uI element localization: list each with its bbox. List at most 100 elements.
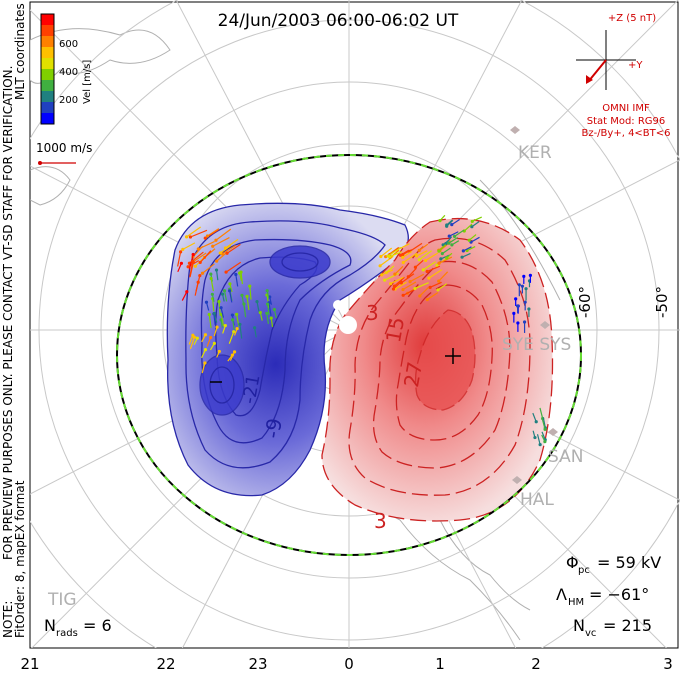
velocity-vector-origin bbox=[265, 311, 269, 315]
velocity-vector bbox=[438, 256, 453, 264]
colorbar-segment bbox=[41, 25, 54, 37]
velocity-vector bbox=[199, 250, 212, 263]
velocity-vector-origin bbox=[207, 312, 211, 317]
mlt-axis: 21 22 23 0 1 2 3 bbox=[20, 655, 672, 673]
velocity-vector bbox=[223, 290, 228, 302]
velocity-vector bbox=[228, 331, 235, 344]
velocity-vector bbox=[249, 286, 252, 300]
velocity-vector-origin bbox=[203, 361, 207, 365]
velocity-vector-origin bbox=[203, 348, 208, 352]
contour-label: 15 bbox=[381, 315, 409, 344]
velocity-vector-origin bbox=[253, 326, 257, 330]
velocity-vector bbox=[192, 252, 207, 263]
velocity-vector bbox=[190, 229, 208, 238]
velocity-vector bbox=[216, 251, 228, 262]
velocity-vector-origin bbox=[388, 255, 392, 259]
velocity-vector bbox=[243, 303, 247, 318]
velocity-vector bbox=[380, 247, 393, 257]
velocity-vector bbox=[225, 261, 242, 273]
velocity-vector-origin bbox=[413, 265, 418, 269]
velocity-vector-origin bbox=[445, 224, 449, 228]
velocity-vector bbox=[381, 269, 394, 276]
positive-potential-cell bbox=[321, 217, 554, 522]
velocity-vector-origin bbox=[212, 311, 216, 316]
velocity-vector bbox=[254, 327, 257, 338]
velocity-vector bbox=[229, 351, 236, 361]
velocity-vector-origin bbox=[258, 310, 262, 315]
contour-label: -9 bbox=[260, 416, 287, 440]
station-marker bbox=[510, 126, 520, 134]
velocity-vector bbox=[418, 243, 429, 251]
velocity-vector bbox=[198, 241, 215, 250]
velocity-vector bbox=[541, 418, 546, 430]
velocity-vector-origin bbox=[470, 225, 474, 229]
velocity-vector-origin bbox=[460, 255, 464, 259]
velocity-vector bbox=[201, 362, 206, 374]
velocity-vector-origin bbox=[186, 265, 190, 269]
velocity-vector bbox=[218, 301, 221, 316]
velocity-vector bbox=[210, 278, 214, 292]
velocity-vector bbox=[189, 262, 194, 278]
velocity-vector-origin bbox=[417, 258, 421, 262]
velocity-vector-origin bbox=[392, 284, 397, 288]
velocity-vector bbox=[266, 313, 270, 324]
velocity-vector-origin bbox=[228, 282, 232, 286]
velocity-vector-origin bbox=[179, 250, 183, 254]
velocity-vector bbox=[240, 272, 244, 285]
velocity-vector bbox=[219, 245, 232, 254]
lambda-hm-subscript: HM bbox=[568, 597, 584, 608]
velocity-vector-origin bbox=[203, 333, 208, 337]
plot-frame bbox=[29, 1, 679, 649]
velocity-vector-origin bbox=[239, 270, 243, 274]
colorbar-segment bbox=[41, 102, 54, 114]
velocity-vector bbox=[195, 275, 201, 292]
imf-model-title: OMNI IMF bbox=[602, 103, 650, 114]
velocity-vector-origin bbox=[209, 272, 213, 276]
velocity-vector-origin bbox=[470, 219, 474, 223]
station-label-tig: TIG bbox=[47, 590, 77, 610]
velocity-vector bbox=[438, 271, 449, 282]
velocity-vector-origin bbox=[269, 316, 273, 320]
velocity-vector-origin bbox=[211, 244, 215, 248]
station-label-ker: KER bbox=[518, 143, 552, 163]
imf-conditions: Bz-/By+, 4<BT<6 bbox=[581, 128, 670, 139]
mlt-tick: 21 bbox=[20, 655, 39, 673]
latitude-label: -50° bbox=[653, 286, 671, 318]
velocity-vector bbox=[428, 269, 443, 279]
velocity-vector-origin bbox=[383, 278, 387, 282]
station-label-san: SAN bbox=[548, 447, 583, 467]
mlt-tick: 22 bbox=[156, 655, 175, 673]
velocity-vector-origin bbox=[401, 260, 405, 265]
velocity-vector-origin bbox=[467, 238, 471, 242]
velocity-vector-origin bbox=[408, 280, 412, 284]
velocity-vector bbox=[207, 228, 220, 237]
velocity-vector bbox=[419, 286, 429, 297]
velocity-vector bbox=[402, 252, 418, 263]
station-marker bbox=[548, 428, 558, 436]
colorbar-segment bbox=[41, 14, 54, 26]
velocity-vector bbox=[266, 304, 270, 315]
n-rads-subscript: rads bbox=[56, 628, 78, 639]
velocity-vector-origin bbox=[209, 335, 213, 340]
velocity-vector-origin bbox=[255, 300, 259, 304]
velocity-vector-origin bbox=[228, 289, 232, 293]
velocity-vector bbox=[400, 273, 415, 284]
velocity-vector bbox=[189, 337, 195, 350]
coastline bbox=[30, 28, 171, 84]
velocity-vector-origin bbox=[212, 341, 216, 345]
n-rads-symbol: N bbox=[44, 616, 56, 635]
velocity-vector-origin bbox=[393, 272, 397, 276]
velocity-vector-origin bbox=[179, 261, 184, 265]
velocity-vector-origin bbox=[200, 271, 205, 275]
velocity-vector-origin bbox=[220, 292, 225, 296]
velocity-vector bbox=[407, 268, 417, 278]
velocity-vector-origin bbox=[388, 282, 393, 286]
velocity-vector-origin bbox=[399, 281, 403, 285]
mlt-tick: 3 bbox=[663, 655, 673, 673]
imf-z-label: +Z (5 nT) bbox=[608, 13, 656, 24]
velocity-vector bbox=[418, 250, 432, 261]
station-markers bbox=[510, 126, 558, 484]
imf-y-label: +Y bbox=[628, 60, 643, 71]
velocity-vector-origin bbox=[218, 251, 222, 255]
